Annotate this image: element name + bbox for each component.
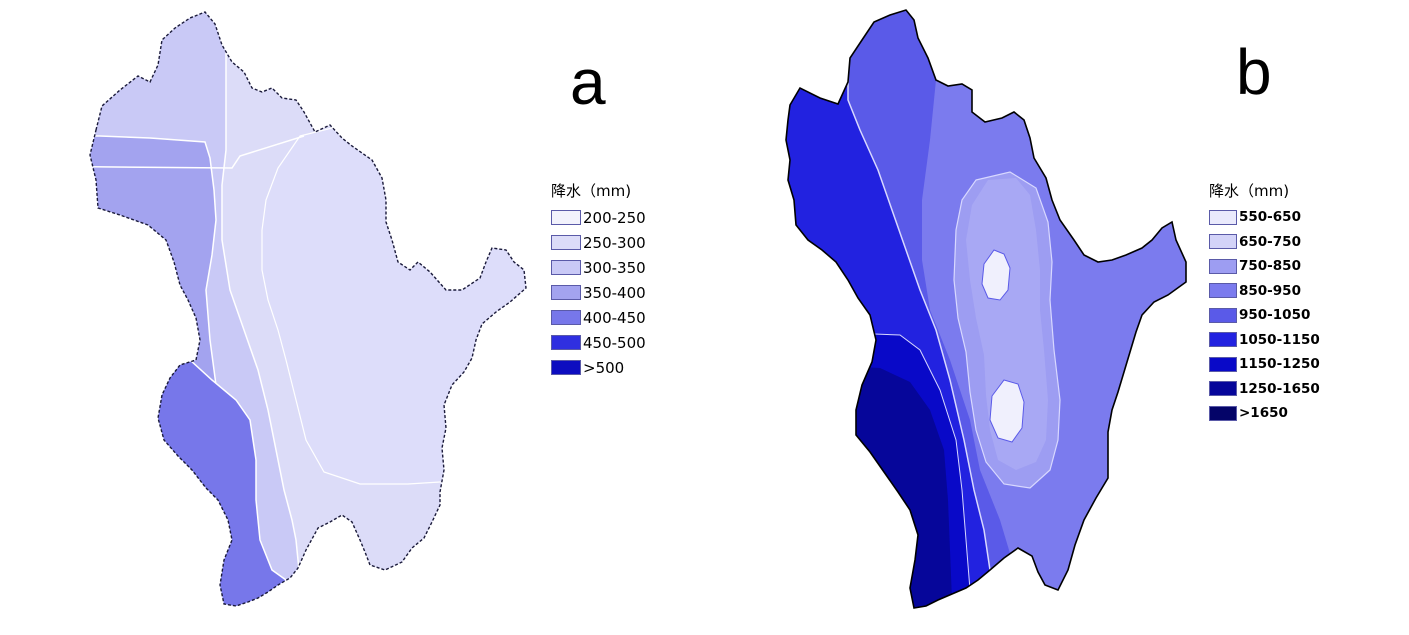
legend-swatch bbox=[1209, 258, 1237, 274]
legend-item: 950-1050 bbox=[1209, 303, 1320, 328]
legend-item: 350-400 bbox=[551, 280, 646, 305]
legend-item: 400-450 bbox=[551, 305, 646, 330]
legend-item: 450-500 bbox=[551, 330, 646, 355]
legend-label: 300-350 bbox=[583, 258, 646, 277]
legend-swatch bbox=[551, 310, 581, 325]
legend-b: 降水（mm) 550-650 650-750 750-850 850-950 950-1… bbox=[1209, 180, 1320, 426]
legend-swatch bbox=[551, 260, 581, 275]
legend-title: 降水（mm) bbox=[1209, 182, 1290, 200]
legend-swatch bbox=[1209, 405, 1237, 421]
map-a bbox=[89, 11, 527, 607]
legend-item: 200-250 bbox=[551, 205, 646, 230]
legend-label: 1050-1150 bbox=[1239, 331, 1320, 348]
legend-label: 200-250 bbox=[583, 208, 646, 227]
legend-item: >500 bbox=[551, 355, 646, 380]
legend-item: 650-750 bbox=[1209, 230, 1320, 255]
legend-label: 1150-1250 bbox=[1239, 356, 1320, 373]
legend-item: 1150-1250 bbox=[1209, 352, 1320, 377]
zone-b-550-650-south bbox=[989, 379, 1025, 443]
legend-swatch bbox=[1209, 283, 1237, 299]
legend-label: 950-1050 bbox=[1239, 307, 1311, 324]
zone-a-200-250-core bbox=[261, 125, 526, 485]
legend-swatch bbox=[551, 360, 581, 375]
zone-b-650-750 bbox=[966, 178, 1048, 470]
legend-label: >500 bbox=[583, 358, 625, 377]
legend-item: 1050-1150 bbox=[1209, 328, 1320, 353]
legend-a: 降水（mm) 200-250 250-300 300-350 350-400 400-4… bbox=[551, 180, 646, 380]
legend-swatch bbox=[551, 210, 581, 225]
legend-item: 250-300 bbox=[551, 230, 646, 255]
panel-label-a: a bbox=[570, 46, 606, 118]
legend-swatch bbox=[551, 285, 581, 300]
legend-swatch bbox=[551, 235, 581, 250]
map-a-boundary bbox=[89, 11, 527, 607]
legend-item: 550-650 bbox=[1209, 205, 1320, 230]
legend-swatch bbox=[1209, 209, 1237, 225]
legend-label: 550-650 bbox=[1239, 209, 1301, 226]
legend-item: 750-850 bbox=[1209, 254, 1320, 279]
legend-item: >1650 bbox=[1209, 401, 1320, 426]
map-b-boundary bbox=[785, 9, 1187, 609]
legend-swatch bbox=[551, 335, 581, 350]
legend-label: 400-450 bbox=[583, 308, 646, 327]
legend-items: 200-250 250-300 300-350 350-400 400-450 450-5… bbox=[551, 205, 646, 380]
legend-label: 450-500 bbox=[583, 333, 646, 352]
legend-label: 1250-1650 bbox=[1239, 380, 1320, 397]
legend-label: >1650 bbox=[1239, 405, 1288, 422]
legend-label: 750-850 bbox=[1239, 258, 1301, 275]
legend-title: 降水（mm) bbox=[551, 182, 632, 200]
map-b bbox=[785, 9, 1187, 609]
legend-swatch bbox=[1209, 307, 1237, 323]
legend-label: 350-400 bbox=[583, 283, 646, 302]
panel-label-b: b bbox=[1236, 36, 1272, 108]
legend-label: 650-750 bbox=[1239, 233, 1301, 250]
legend-swatch bbox=[1209, 381, 1237, 397]
zone-b-550-650-north bbox=[981, 249, 1011, 301]
legend-swatch bbox=[1209, 234, 1237, 250]
legend-item: 1250-1650 bbox=[1209, 377, 1320, 402]
legend-label: 250-300 bbox=[583, 233, 646, 252]
legend-item: 300-350 bbox=[551, 255, 646, 280]
legend-label: 850-950 bbox=[1239, 282, 1301, 299]
legend-swatch bbox=[1209, 356, 1237, 372]
legend-items: 550-650 650-750 750-850 850-950 950-1050 1050… bbox=[1209, 205, 1320, 426]
legend-swatch bbox=[1209, 332, 1237, 348]
legend-item: 850-950 bbox=[1209, 279, 1320, 304]
